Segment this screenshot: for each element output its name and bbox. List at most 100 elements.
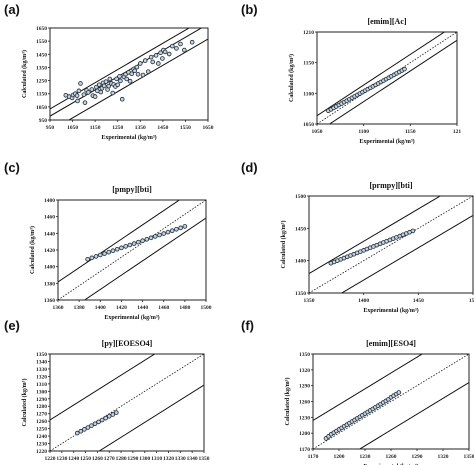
y-tick-label: 1200 xyxy=(299,431,310,437)
x-tick-label: 1230 xyxy=(360,454,371,460)
x-tick-label: 1380 xyxy=(74,305,85,311)
y-tick-label: 1550 xyxy=(36,39,47,45)
data-point xyxy=(119,96,125,102)
y-tick-label: 1650 xyxy=(36,26,47,32)
data-point xyxy=(157,232,162,238)
y-tick-label: 1340 xyxy=(36,359,47,365)
chart-title: [py][EOESO4] xyxy=(102,339,153,348)
panel-label: (c) xyxy=(4,160,20,175)
y-tick-label: 1170 xyxy=(299,447,310,453)
parity-line xyxy=(317,32,457,124)
data-point xyxy=(182,224,188,229)
data-point xyxy=(136,239,141,245)
data-point xyxy=(135,71,141,77)
x-tick-label: 1290 xyxy=(127,456,138,462)
parity-line xyxy=(50,354,204,451)
data-point xyxy=(110,412,116,417)
y-tick-label: 1240 xyxy=(36,434,47,440)
data-point xyxy=(85,256,90,262)
data-point xyxy=(174,46,179,51)
y-tick-label: 1400 xyxy=(44,265,55,271)
y-tick-label: 1260 xyxy=(36,419,47,425)
chart-title: [prmpy][bti] xyxy=(369,181,412,190)
lower-bound-line xyxy=(328,39,457,124)
data-point xyxy=(119,245,124,251)
data-point xyxy=(123,244,128,249)
data-point xyxy=(110,90,116,96)
upper-bound-line xyxy=(58,200,181,283)
data-point xyxy=(178,225,183,231)
y-tick-label: 1460 xyxy=(44,215,55,221)
data-point xyxy=(74,93,80,98)
x-tick-label: 150 xyxy=(469,298,474,304)
x-tick-label: 1260 xyxy=(386,454,397,460)
x-tick-label: 1240 xyxy=(68,456,79,462)
y-tick-label: 1440 xyxy=(44,231,55,237)
x-tick-label: 1400 xyxy=(95,305,106,311)
data-point xyxy=(101,83,107,89)
data-point xyxy=(82,100,88,105)
data-point xyxy=(93,254,99,259)
y-axis-label: Calculated (kg/m³) xyxy=(288,54,295,102)
chart-panel: (a) 950 1050 1150 1250 1350 1450 1550 1650 950 105… xyxy=(0,0,237,155)
data-point xyxy=(127,78,133,84)
data-point xyxy=(106,414,112,419)
y-axis-label: Calculated (kg/m³) xyxy=(284,378,291,426)
data-point xyxy=(114,410,119,415)
parity-line xyxy=(58,200,206,300)
plot-frame xyxy=(49,353,205,452)
data-point xyxy=(114,246,120,252)
data-point xyxy=(85,425,91,430)
data-point xyxy=(124,76,130,82)
scatter-plot: 1350 1400 1450 150 1350 1400 1450 1500 Experimen… xyxy=(280,181,474,314)
y-tick-label: 1290 xyxy=(36,397,47,403)
scatter-plot: 1360 1380 1400 1420 1440 1460 1480 1500 1360 1380… xyxy=(29,185,212,321)
panel-label: (d) xyxy=(241,160,258,175)
plot-area xyxy=(50,28,208,120)
y-tick-label: 1290 xyxy=(299,384,310,390)
x-tick-label: 1300 xyxy=(139,456,150,462)
y-tick-label: 1050 xyxy=(36,105,47,111)
plot-frame xyxy=(308,195,474,294)
x-axis-label: Experimental (kg/m³) xyxy=(101,134,156,141)
plot-area xyxy=(313,354,469,449)
upper-bound-line xyxy=(317,32,446,117)
x-tick-label: 1310 xyxy=(151,456,162,462)
x-tick-label: 1170 xyxy=(308,454,319,460)
y-tick-label: 1100 xyxy=(303,91,314,97)
data-point xyxy=(169,228,175,234)
data-point xyxy=(162,49,168,55)
x-tick-label: 1480 xyxy=(179,305,190,311)
y-tick-label: 1350 xyxy=(36,352,47,358)
y-tick-label: 1330 xyxy=(36,367,47,373)
x-tick-label: 1050 xyxy=(312,129,323,135)
y-tick-label: 1480 xyxy=(44,198,55,204)
chart-panel: (f) 1170 1200 1230 1260 1290 1320 1350 1170 1200 1… xyxy=(237,316,474,465)
x-tick-label: 1330 xyxy=(175,456,186,462)
x-tick-label: 1450 xyxy=(413,298,424,304)
data-point xyxy=(75,98,80,104)
panel-label: (e) xyxy=(4,318,20,333)
panel-label: (f) xyxy=(241,318,254,333)
data-point xyxy=(107,76,113,82)
data-point xyxy=(92,94,98,99)
x-tick-label: 1050 xyxy=(67,125,78,131)
data-point xyxy=(166,51,172,57)
x-tick-label: 1400 xyxy=(358,298,369,304)
data-point xyxy=(189,39,195,45)
data-point xyxy=(78,428,84,434)
data-point xyxy=(170,43,175,49)
x-axis-label: Experimental (kg/m³) xyxy=(359,138,414,145)
y-tick-label: 1360 xyxy=(44,298,55,304)
plot-frame xyxy=(49,27,209,121)
x-tick-label: 1340 xyxy=(187,456,198,462)
data-point xyxy=(156,61,161,66)
chart-panel: (c) 1360 1380 1400 1420 1440 1460 1480 1500 1360 1… xyxy=(0,158,237,321)
x-tick-label: 1100 xyxy=(358,129,369,135)
data-point xyxy=(114,76,119,82)
chart-panel: (e) 1220 1230 1240 1250 1260 1270 1280 1290 1300 1… xyxy=(0,316,237,465)
data-point xyxy=(132,68,137,74)
y-tick-label: 1220 xyxy=(36,449,47,455)
data-point xyxy=(98,89,104,95)
lower-bound-line xyxy=(340,214,473,293)
